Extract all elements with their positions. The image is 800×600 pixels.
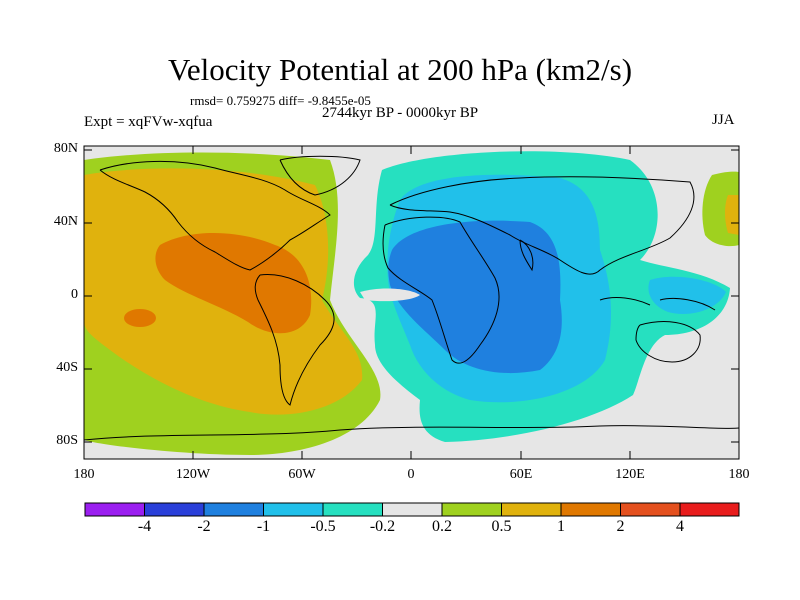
colorbar-box [263, 502, 324, 517]
colorbar-box [620, 502, 681, 517]
colorbar-box [322, 502, 383, 517]
stats-text: rmsd= 0.759275 diff= -9.8455e-05 [190, 93, 371, 108]
colorbar-label: -1 [256, 518, 271, 535]
lon-label: 120E [615, 467, 645, 482]
lon-label: 180 [728, 467, 750, 482]
colorbar-label: 0.5 [491, 518, 512, 535]
colorbar-box [203, 502, 264, 517]
colorbar-label: 4 [676, 518, 684, 535]
colorbar-label: 2 [616, 518, 625, 535]
colorbar-box [84, 502, 145, 517]
colorbar-box [441, 502, 502, 517]
colorbar-box [501, 502, 562, 517]
lon-label: 180 [73, 467, 95, 482]
experiment-label: Expt = xqFVw-xqfua [84, 114, 213, 130]
colorbar-box [144, 502, 205, 517]
lon-label: 120W [175, 467, 211, 482]
coast-south-america [254, 274, 335, 406]
axis-ticks [83, 146, 740, 459]
colorbar-label: 0.2 [432, 518, 452, 535]
lat-label: 80S [56, 433, 78, 448]
lon-label: 0 [407, 467, 415, 482]
colorbar-box [679, 502, 740, 517]
coastlines [84, 155, 739, 441]
coast-antarctica [84, 425, 739, 441]
colorbar-label: 1 [557, 518, 565, 535]
season-label: JJA [712, 112, 735, 128]
lat-label: 0 [71, 287, 78, 302]
field-positive-high-west [155, 232, 312, 334]
coast-africa [382, 216, 500, 364]
colorbar [84, 502, 740, 517]
colorbar-box [560, 502, 621, 517]
colorbar-label: -2 [197, 518, 211, 535]
lat-label: 40N [53, 214, 78, 229]
coast-australia [635, 321, 701, 363]
field-positive-high-blob [124, 309, 156, 327]
field-positive-mid-east-edge [725, 195, 739, 235]
colorbar-label: -4 [137, 518, 152, 535]
colorbar-box [382, 502, 443, 517]
colorbar-label: -0.2 [369, 518, 396, 535]
coast-north-america [99, 160, 331, 271]
map-field [84, 146, 739, 459]
lon-label: 60E [509, 467, 533, 482]
period-text: 2744kyr BP - 0000kyr BP [322, 105, 479, 121]
coast-eurasia [389, 176, 695, 275]
coast-greenland [279, 155, 361, 196]
field-negative-mid-pacific [648, 276, 726, 314]
coast-maritime [599, 297, 716, 311]
field-negative-high-east [388, 220, 562, 374]
map-title: Velocity Potential at 200 hPa (km2/s) [167, 52, 633, 87]
coast-india [519, 239, 534, 272]
lon-label: 60W [288, 467, 316, 482]
lat-label: 40S [56, 360, 78, 375]
colorbar-label: -0.5 [310, 518, 336, 535]
field-neutral-band [360, 288, 420, 302]
lat-label: 80N [53, 141, 78, 156]
